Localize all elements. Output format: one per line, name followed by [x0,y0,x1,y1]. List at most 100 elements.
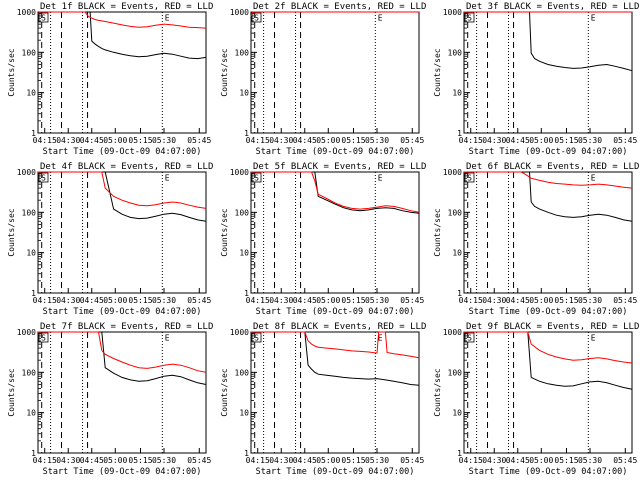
plot-frame [250,11,420,134]
x-tick-label: 05:30 [365,136,389,145]
y-tick-label: 1000 [443,168,462,177]
chart-title: Det 4f BLACK = Events, RED = LLD [40,162,213,172]
chart-title: Det 1f BLACK = Events, RED = LLD [40,2,213,12]
y-tick-label: 10 [239,89,249,98]
plot-frame [37,171,207,294]
chart-title: Det 7f BLACK = Events, RED = LLD [40,322,213,332]
start-marker-label: S [467,174,472,183]
y-tick-label: 100 [235,368,250,377]
x-tick-label: 04:15 [459,296,483,305]
x-tick-label: 04:45 [506,456,530,465]
x-tick-label: 05:15 [341,136,365,145]
plot-frame [250,171,420,294]
x-tick-label: 04:45 [293,456,317,465]
x-tick-label: 05:45 [400,136,424,145]
events-series-line [464,331,633,390]
x-tick-label: 05:45 [187,136,211,145]
det-panel-7: Det 7f BLACK = Events, RED = LLD 1 10 100 10… [7,322,213,477]
chart-title: Det 2f BLACK = Events, RED = LLD [253,2,426,12]
y-axis-label: Counts/sec [433,48,442,96]
chart-title: Det 5f BLACK = Events, RED = LLD [253,162,426,172]
det-panel-8: Det 8f BLACK = Events, RED = LLD 1 10 100 10… [220,322,426,477]
events-series-line [251,171,420,214]
x-tick-label: 05:15 [128,296,152,305]
x-tick-label: 05:45 [400,296,424,305]
y-axis-label: Counts/sec [220,208,229,256]
x-tick-label: 05:45 [187,296,211,305]
y-tick-label: 10 [452,89,462,98]
x-tick-label: 05:30 [578,136,602,145]
x-tick-label: 04:15 [246,136,270,145]
x-tick-label: 05:30 [578,456,602,465]
x-tick-label: 05:30 [152,136,176,145]
y-tick-label: 10 [239,249,249,258]
det-panel-9: Det 9f BLACK = Events, RED = LLD 1 10 100 10… [433,322,639,477]
x-tick-label: 04:15 [459,456,483,465]
y-tick-label: 1000 [230,168,249,177]
y-tick-label: 1000 [443,8,462,17]
y-tick-label: 100 [448,208,463,217]
x-tick-label: 05:45 [613,456,637,465]
y-tick-label: 10 [239,409,249,418]
det-panel-4: Det 4f BLACK = Events, RED = LLD 1 10 100 10… [7,162,213,317]
x-tick-label: 05:45 [187,456,211,465]
y-tick-label: 1 [244,289,249,298]
x-tick-label: 04:15 [33,136,57,145]
x-axis-label: Start Time (09-Oct-09 04:07:00) [43,467,202,477]
x-axis-label: Start Time (09-Oct-09 04:07:00) [256,147,415,157]
y-axis-label: Counts/sec [7,48,16,96]
x-tick-label: 05:00 [103,456,127,465]
plot-frame [37,11,207,134]
x-tick-label: 05:15 [128,136,152,145]
y-axis-label: Counts/sec [7,368,16,416]
plot-frame [37,331,207,454]
x-axis-label: Start Time (09-Oct-09 04:07:00) [469,307,628,317]
start-marker-label: S [41,14,46,23]
x-tick-label: 05:30 [152,296,176,305]
y-axis-label: Counts/sec [220,368,229,416]
events-series-line [37,11,207,60]
det-panel-2: Det 2f BLACK = Events, RED = LLD 1 10 100 10… [220,2,426,157]
y-tick-label: 1000 [230,8,249,17]
plot-frame [463,171,633,294]
x-tick-label: 05:15 [554,456,578,465]
x-tick-label: 05:30 [152,456,176,465]
x-tick-label: 05:00 [103,136,127,145]
x-tick-label: 05:15 [128,456,152,465]
x-axis-label: Start Time (09-Oct-09 04:07:00) [469,467,628,477]
end-marker-label: E [591,334,596,343]
events-series-line [38,171,207,222]
lld-series-line [37,11,207,29]
x-tick-label: 04:45 [80,456,104,465]
start-marker-label: S [254,174,259,183]
start-marker-label: S [41,334,46,343]
lld-series-line [464,171,633,189]
y-tick-label: 100 [235,48,250,57]
y-tick-label: 1000 [17,8,36,17]
x-axis-label: Start Time (09-Oct-09 04:07:00) [256,467,415,477]
lld-series-line [38,331,207,373]
x-tick-label: 04:30 [56,296,80,305]
y-tick-label: 1 [457,129,462,138]
y-tick-label: 10 [26,89,36,98]
x-tick-label: 04:45 [80,136,104,145]
x-tick-label: 04:15 [246,296,270,305]
chart-title: Det 6f BLACK = Events, RED = LLD [466,162,639,172]
x-tick-label: 05:00 [316,456,340,465]
x-tick-label: 04:15 [33,456,57,465]
x-tick-label: 04:45 [293,136,317,145]
x-tick-label: 04:45 [506,296,530,305]
end-marker-label: E [591,14,596,23]
y-tick-label: 1000 [443,328,462,337]
y-tick-label: 1 [244,449,249,458]
end-marker-label: E [165,334,170,343]
y-axis-label: Counts/sec [220,48,229,96]
det-panel-3: Det 3f BLACK = Events, RED = LLD 1 10 100 10… [433,2,639,157]
x-tick-label: 05:00 [529,136,553,145]
x-tick-label: 04:30 [56,456,80,465]
x-axis-label: Start Time (09-Oct-09 04:07:00) [43,147,202,157]
y-axis-label: Counts/sec [433,368,442,416]
x-tick-label: 04:45 [80,296,104,305]
events-series-line [251,331,420,386]
start-marker-label: S [254,334,259,343]
